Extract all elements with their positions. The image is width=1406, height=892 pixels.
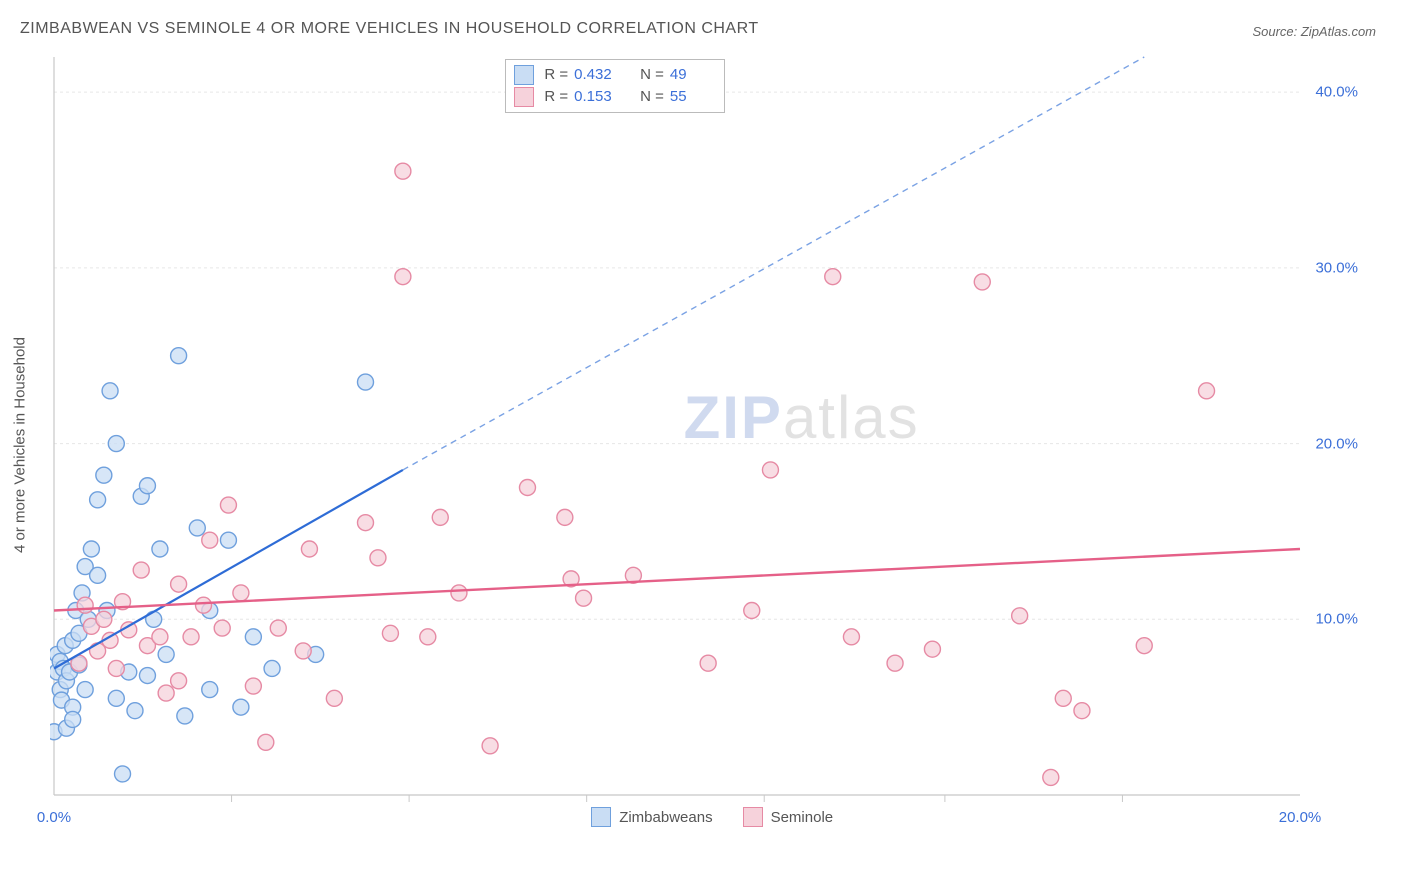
series-swatch	[514, 87, 534, 107]
r-label: R =	[544, 86, 568, 108]
n-label: N =	[640, 64, 664, 86]
n-value: 49	[670, 64, 716, 86]
legend-item: Zimbabweans	[591, 807, 712, 827]
scatter-plot	[50, 55, 1370, 835]
legend-bottom: Zimbabweans Seminole	[591, 807, 833, 827]
r-value: 0.432	[574, 64, 620, 86]
y-axis-label: 4 or more Vehicles in Household	[12, 337, 29, 553]
x-tick-label: 0.0%	[37, 809, 71, 826]
legend-label: Seminole	[771, 809, 834, 826]
chart-title: ZIMBABWEAN VS SEMINOLE 4 OR MORE VEHICLE…	[20, 20, 759, 38]
n-value: 55	[670, 86, 716, 108]
legend-item: Seminole	[743, 807, 834, 827]
y-tick-label: 10.0%	[1315, 611, 1358, 628]
chart-area: 4 or more Vehicles in Household ZIPatlas…	[50, 55, 1370, 835]
y-tick-label: 20.0%	[1315, 435, 1358, 452]
stats-row: R = 0.153 N = 55	[514, 86, 716, 108]
series-swatch	[514, 65, 534, 85]
legend-swatch	[743, 807, 763, 827]
x-tick-label: 20.0%	[1279, 809, 1322, 826]
y-tick-label: 40.0%	[1315, 84, 1358, 101]
correlation-stats-box: R = 0.432 N = 49 R = 0.153 N = 55	[505, 59, 725, 113]
y-tick-label: 30.0%	[1315, 259, 1358, 276]
source-attribution: Source: ZipAtlas.com	[1252, 24, 1376, 39]
legend-label: Zimbabweans	[619, 809, 712, 826]
n-label: N =	[640, 86, 664, 108]
legend-swatch	[591, 807, 611, 827]
r-value: 0.153	[574, 86, 620, 108]
r-label: R =	[544, 64, 568, 86]
stats-row: R = 0.432 N = 49	[514, 64, 716, 86]
